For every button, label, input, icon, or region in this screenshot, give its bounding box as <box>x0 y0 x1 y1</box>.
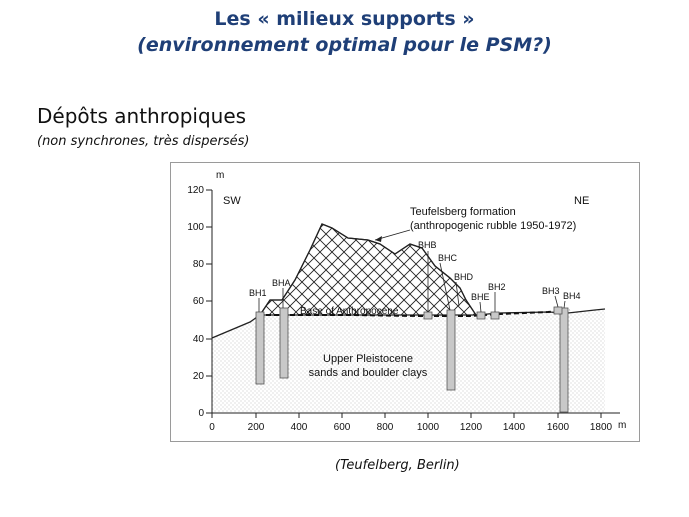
y-tick-label: 120 <box>187 185 204 196</box>
y-tick-label: 40 <box>193 334 205 345</box>
borehole-label-bhd: BHD <box>454 272 474 282</box>
x-tick-label: 200 <box>248 422 265 433</box>
borehole-label-bh3: BH3 <box>542 286 560 296</box>
formation-arrowhead <box>375 236 382 242</box>
borehole-bh1 <box>255 311 265 385</box>
borehole-label-bh4: BH4 <box>563 291 581 301</box>
formation-label-line1: Teufelsberg formation <box>410 206 516 218</box>
borehole-label-bh1: BH1 <box>249 288 267 298</box>
x-tick-label: 1600 <box>547 422 570 433</box>
section-subheading: (non synchrones, très dispersés) <box>37 134 250 149</box>
formation-label-line2: (anthropogenic rubble 1950-1972) <box>410 220 576 232</box>
direction-sw-label: SW <box>223 195 241 207</box>
pleistocene-label-line1: Upper Pleistocene <box>323 353 413 365</box>
leader-bhd <box>455 281 460 307</box>
borehole-label-bh2: BH2 <box>488 282 506 292</box>
borehole-marker-3 <box>490 311 500 320</box>
y-tick-label: 80 <box>193 259 205 270</box>
borehole-label-bhc: BHC <box>438 253 458 263</box>
x-tick-label: 1200 <box>460 422 483 433</box>
borehole-bha <box>279 307 289 379</box>
direction-ne-label: NE <box>574 195 589 207</box>
x-tick-label: 400 <box>291 422 308 433</box>
borehole-bhc <box>446 309 456 391</box>
x-axis-unit: m <box>618 420 626 431</box>
x-tick-label: 1000 <box>417 422 440 433</box>
pleistocene-label-line2: sands and boulder clays <box>309 367 428 379</box>
base-anthropocene-line <box>258 309 571 317</box>
section-heading: Dépôts anthropiques <box>37 104 247 128</box>
figure-caption: (Teufelberg, Berlin) <box>335 458 460 473</box>
borehole-marker-2 <box>476 311 486 320</box>
leader-bhc <box>439 262 451 311</box>
x-tick-label: 600 <box>334 422 351 433</box>
slide-title-line1: Les « milieux supports » <box>214 8 475 30</box>
x-tick-label: 800 <box>377 422 394 433</box>
x-tick-label: 0 <box>209 422 215 433</box>
y-tick-label: 60 <box>193 296 205 307</box>
borehole-marker-4 <box>553 306 563 315</box>
slide-title-line2: (environnement optimal pour le PSM?) <box>137 34 552 56</box>
rubble-formation <box>258 223 478 316</box>
borehole-label-bhe: BHE <box>471 292 490 302</box>
borehole-label-bha: BHA <box>272 278 291 288</box>
base-anthropocene-label: Base of Anthropocene <box>300 306 399 317</box>
y-tick-label: 100 <box>187 222 204 233</box>
borehole-label-bhb: BHB <box>418 240 437 250</box>
leader-bhe <box>479 301 482 313</box>
pleistocene-unit <box>212 309 605 413</box>
cross-section-figure: 0 20 40 60 80 100 120 m 0 200 400 600 80… <box>187 170 626 433</box>
leader-bh4 <box>563 300 566 309</box>
borehole-bh3 <box>559 307 569 413</box>
y-tick-label: 0 <box>198 408 204 419</box>
y-axis-unit: m <box>216 170 224 181</box>
x-tick-label: 1400 <box>503 422 526 433</box>
borehole-marker-1 <box>423 311 433 320</box>
x-tick-label: 1800 <box>590 422 613 433</box>
y-tick-label: 20 <box>193 371 205 382</box>
leader-bh3 <box>554 295 559 308</box>
